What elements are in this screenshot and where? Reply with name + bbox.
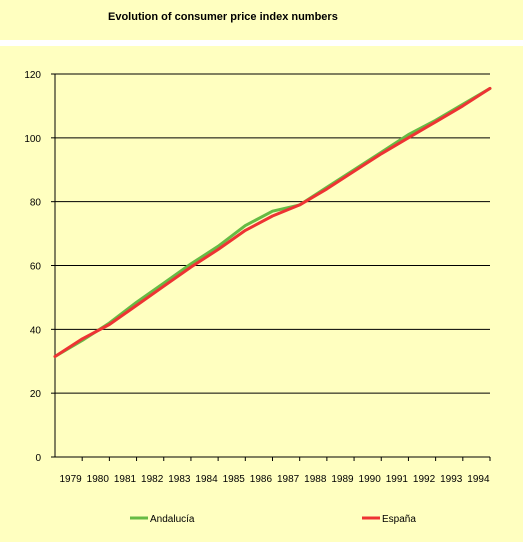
x-tick-label: 1980 [87, 474, 110, 485]
legend-label-espana: España [382, 514, 416, 525]
series-line-espana [53, 86, 492, 358]
chart-title: Evolution of consumer price index number… [108, 11, 338, 23]
x-tick-label: 1983 [168, 474, 191, 485]
legend-label-andalucia: Andalucía [150, 514, 195, 525]
x-tick-label: 1979 [59, 474, 82, 485]
x-tick-label: 1985 [223, 474, 246, 485]
series-line-andalucia [53, 86, 492, 358]
y-tick-label: 20 [30, 389, 42, 400]
y-tick-label: 100 [24, 134, 41, 145]
title-divider [0, 40, 523, 46]
x-tick-label: 1992 [413, 474, 436, 485]
x-tick-label: 1986 [250, 474, 273, 485]
y-tick-label: 80 [30, 198, 42, 209]
x-tick-label: 1994 [467, 474, 490, 485]
x-tick-label: 1982 [141, 474, 164, 485]
x-tick-label: 1988 [304, 474, 327, 485]
x-tick-label: 1984 [195, 474, 218, 485]
x-tick-label: 1981 [114, 474, 137, 485]
x-tick-label: 1987 [277, 474, 300, 485]
y-tick-label: 120 [24, 70, 41, 81]
x-tick-label: 1991 [386, 474, 409, 485]
title-band: Evolution of consumer price index number… [0, 0, 523, 40]
y-tick-label: 40 [30, 325, 42, 336]
x-tick-label: 1990 [359, 474, 382, 485]
x-tick-label: 1993 [440, 474, 463, 485]
y-tick-label: 0 [35, 453, 41, 464]
x-tick-label: 1989 [331, 474, 354, 485]
y-tick-label: 60 [30, 262, 42, 273]
